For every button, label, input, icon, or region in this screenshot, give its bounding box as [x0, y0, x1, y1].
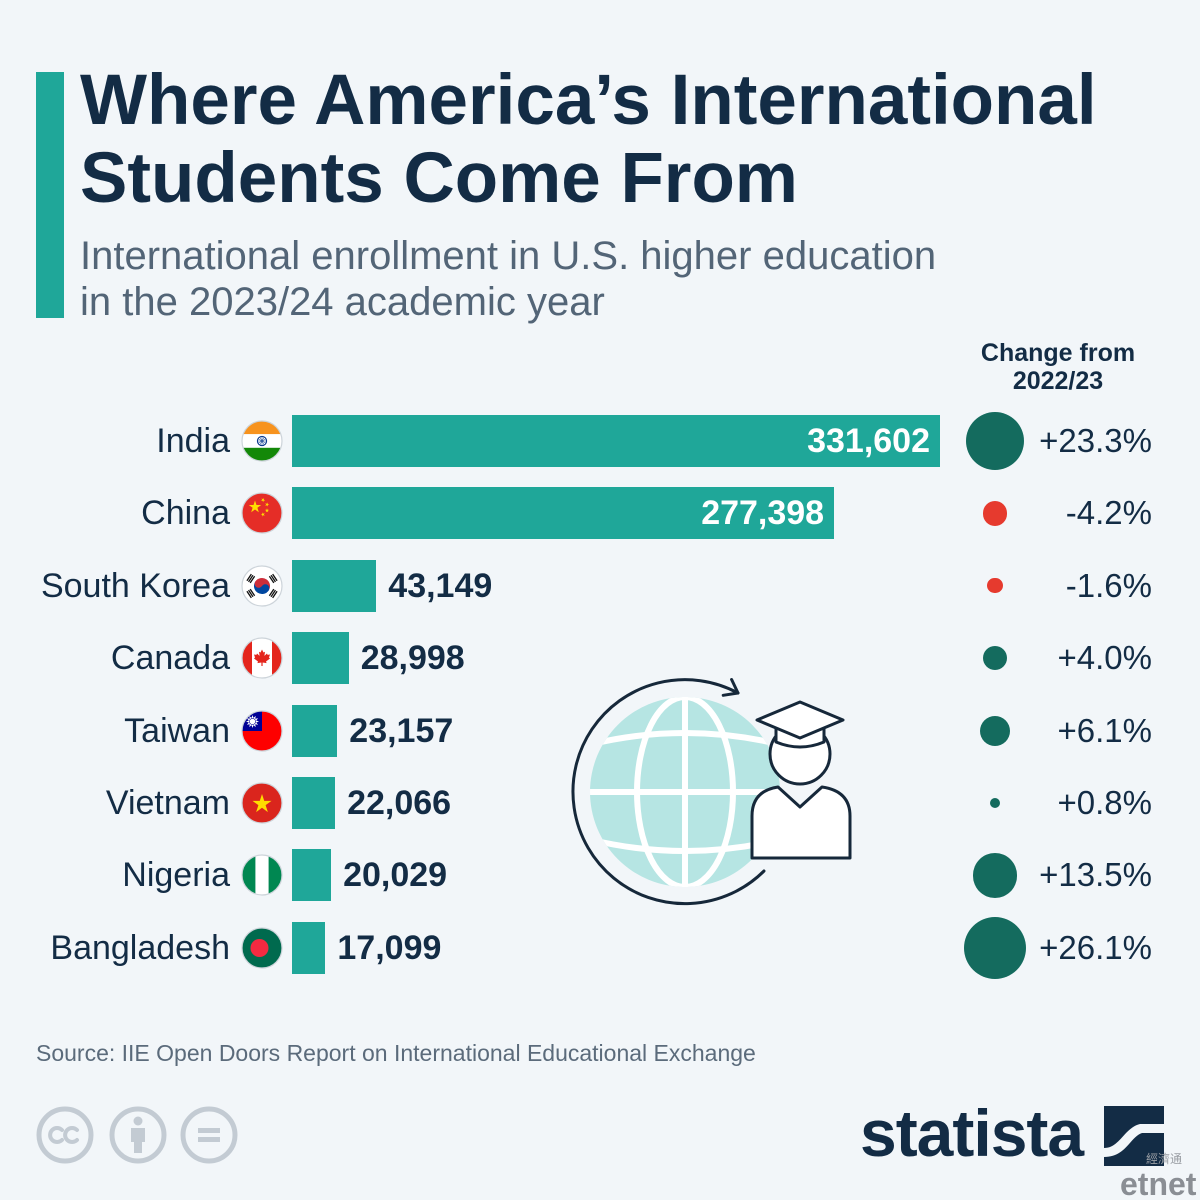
bar [292, 632, 349, 685]
change-label: +26.1% [1039, 928, 1152, 966]
chart-subtitle-line-1: International enrollment in U.S. higher … [80, 234, 937, 278]
change-label: +0.8% [1057, 784, 1153, 821]
country-label: South Korea [40, 566, 230, 605]
country-label: Nigeria [122, 856, 230, 895]
india-flag-icon [241, 420, 283, 462]
bar-row: Bangladesh 17,099 +26.1% [0, 916, 1200, 979]
graduate-icon [750, 700, 852, 860]
change-label: -1.6% [1065, 566, 1152, 604]
bar-row: South Korea 43,149 -1.6% [0, 559, 1200, 612]
bar [292, 849, 332, 902]
taiwan-flag-icon [241, 709, 283, 752]
change-label: +4.0% [1057, 639, 1153, 677]
bar [292, 415, 940, 467]
value-label: 20,029 [343, 856, 448, 895]
attribution-icon [109, 1106, 167, 1164]
value-label: 22,066 [347, 784, 452, 822]
bar-row: Nigeria 20,029 +13.5% [0, 849, 1200, 902]
chart-subtitle-line-2: in the 2023/24 academic year [80, 280, 605, 324]
title-accent-bar [36, 72, 64, 318]
circular-arrow-icon [571, 678, 766, 906]
bar [292, 921, 326, 974]
bar-row: Canada 28,998 +4.0% [0, 632, 1200, 685]
south-korea-flag-icon [241, 565, 283, 607]
country-label: India [156, 422, 230, 460]
country-label: Canada [110, 639, 230, 678]
change-circle-increase [980, 715, 1010, 746]
country-label: China [141, 494, 230, 533]
vietnam-flag-icon [241, 782, 283, 824]
change-column-header-line-2: 2022/23 [1012, 367, 1104, 395]
value-label: 28,998 [360, 639, 465, 678]
country-label: Bangladesh [50, 928, 230, 967]
bar [292, 704, 338, 757]
value-label: 23,157 [349, 711, 454, 750]
bar [292, 559, 377, 612]
globe-icon [590, 697, 780, 887]
change-column-header-line-1: Change from [980, 339, 1136, 367]
change-circle-increase [982, 646, 1008, 671]
change-circle-increase [965, 411, 1025, 471]
value-label: 331,602 [807, 422, 930, 460]
change-circle-increase [964, 916, 1026, 979]
country-label: Taiwan [124, 711, 230, 750]
change-label: +23.3% [1039, 422, 1152, 459]
change-circle-increase [972, 853, 1018, 898]
globe-graduate-illustration [571, 678, 852, 906]
chart-title-line-2: Students Come From [80, 139, 798, 218]
watermark-cjk: 經濟通 [1146, 1152, 1183, 1166]
bangladesh-flag-icon [241, 927, 283, 969]
statista-logo-icon [1104, 1106, 1164, 1166]
cc-icon [36, 1106, 94, 1164]
bar-row: China 277,398 -4.2% [0, 487, 1200, 540]
change-circle-decrease [987, 578, 1003, 594]
bar [292, 777, 336, 829]
nigeria-flag-icon [241, 854, 283, 896]
bar-row: Vietnam 22,066 +0.8% [0, 777, 1200, 829]
no-derivatives-icon [180, 1106, 238, 1164]
change-circle-increase [989, 797, 1001, 809]
change-label: +13.5% [1039, 856, 1152, 894]
china-flag-icon [241, 492, 283, 534]
change-circle-decrease [982, 500, 1008, 526]
canada-flag-icon [241, 637, 283, 679]
value-label: 43,149 [388, 566, 493, 605]
chart-title-line-1: Where America’s International [80, 61, 1097, 140]
source-note: Source: IIE Open Doors Report on Interna… [36, 1040, 756, 1066]
bar-row: India 331,602 +23.3% [0, 411, 1200, 471]
change-label: -4.2% [1065, 494, 1152, 532]
value-label: 277,398 [701, 494, 825, 533]
brand-wordmark: statista [860, 1096, 1084, 1170]
bar-row: Taiwan 23,157 +6.1% [0, 704, 1200, 757]
change-label: +6.1% [1057, 711, 1153, 749]
bar [292, 487, 835, 540]
country-label: Vietnam [105, 784, 230, 822]
watermark-logo: etnet [1120, 1166, 1197, 1200]
value-label: 17,099 [337, 928, 442, 967]
